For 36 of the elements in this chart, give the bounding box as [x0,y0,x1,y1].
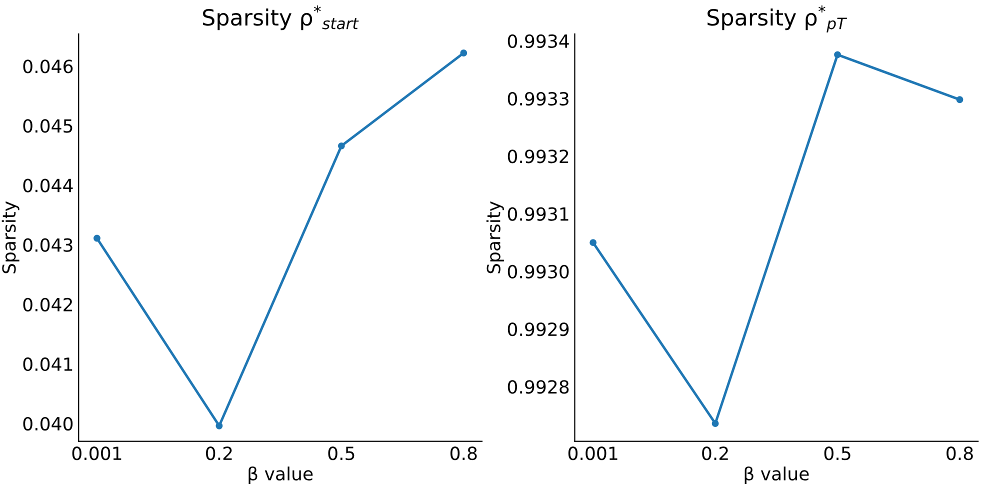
y-tick-label: 0.045 [23,119,72,133]
x-tick-label: 0.5 [824,446,850,460]
point [590,239,597,246]
x-tick-label: 0.5 [328,446,354,460]
y-tick-label: 0.9929 [508,322,569,336]
x-tick-label: 0.001 [72,446,122,460]
point [338,142,345,150]
x-tick-label: 0.8 [450,446,477,460]
x-axis-title: β value [744,466,809,484]
x-tick-label: 0.001 [568,446,618,460]
x-axis-title: β value [248,466,313,484]
y-tick-label: 0.041 [23,357,72,372]
point [712,420,719,427]
chart-title: Sparsity ρ$^{*}$$_{pT}$ [708,5,848,32]
x-tick-label: 0.8 [946,446,973,460]
point [216,422,223,430]
y-axis-title: Sparsity [2,201,20,274]
point [94,234,100,242]
y-tick-label: 0.044 [23,178,73,192]
chart-title: Sparsity ρ$^{*}$$_{start}$ [202,5,359,30]
y-tick-label: 0.9933 [508,92,568,106]
y-tick-label: 0.9928 [508,380,569,394]
point [956,96,964,104]
y-tick-label: 0.9934 [508,34,569,48]
point [460,50,468,56]
y-tick-label: 0.043 [23,238,72,252]
point [834,51,841,58]
y-axis-title: Sparsity [486,201,504,274]
y-tick-label: 0.9932 [508,150,568,164]
y-tick-label: 0.042 [23,298,72,312]
x-tick-label: 0.2 [702,446,728,460]
y-tick-label: 0.040 [23,416,73,431]
y-tick-label: 0.9931 [508,207,568,221]
y-tick-label: 0.9930 [508,264,569,278]
x-tick-label: 0.2 [206,446,232,460]
y-tick-label: 0.046 [23,60,73,74]
